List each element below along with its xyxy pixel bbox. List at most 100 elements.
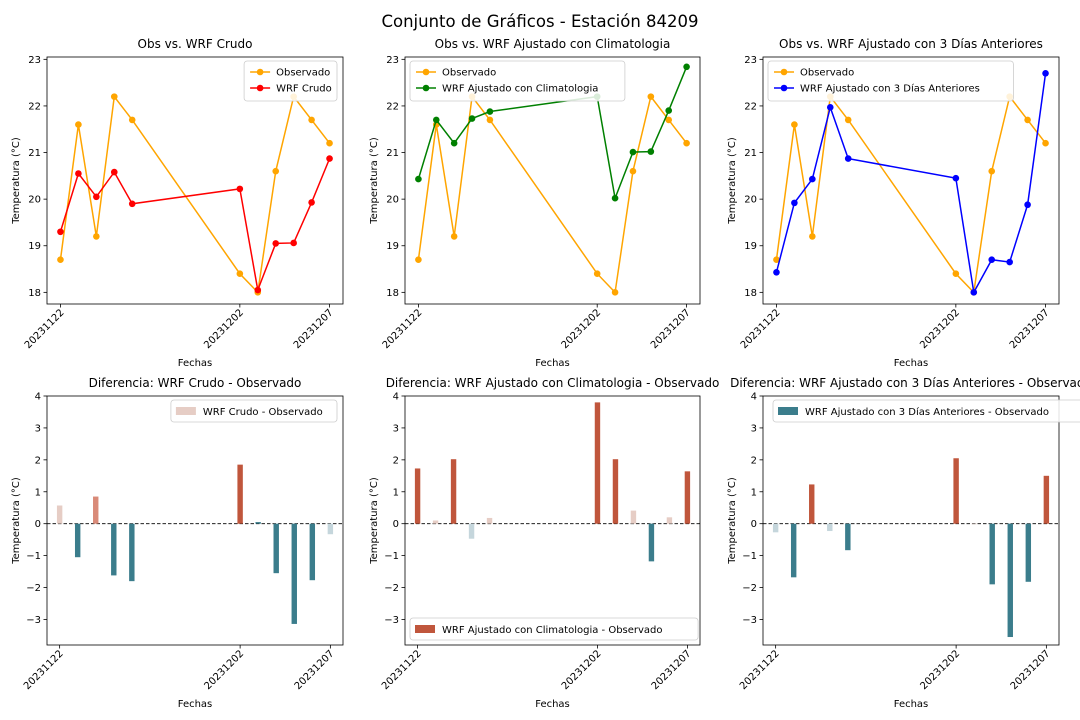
y-tick-label: 3 [35,423,41,434]
data-point [326,155,333,162]
y-tick-label: 22 [386,101,399,112]
data-point [236,185,244,193]
data-point [952,174,960,182]
y-tick-label: −2 [384,583,399,594]
data-point [683,139,690,147]
bar [291,523,297,624]
chart-title: Obs vs. WRF Ajustado con 3 Días Anterior… [779,37,1043,51]
y-tick-label: −3 [384,615,399,626]
data-point [272,240,280,247]
data-point [432,116,440,124]
data-point [75,121,82,128]
data-point [809,233,816,240]
bar [612,459,619,524]
bar [684,471,691,524]
data-point [665,107,673,114]
y-tick-label: 18 [744,288,757,299]
chart-title: Diferencia: WRF Crudo - Observado [89,376,302,390]
data-point [128,116,136,124]
bar [1043,475,1050,524]
legend-swatch [778,407,798,415]
bar [648,523,655,562]
legend-label: WRF Ajustado con 3 Días Anteriores [800,83,980,95]
bar [450,459,457,524]
bar [74,523,81,558]
y-tick-label: 2 [393,455,399,466]
bar [237,464,243,524]
data-point [665,116,673,124]
bar [486,517,493,524]
y-tick-label: 21 [386,148,399,159]
chart-6: Diferencia: WRF Ajustado con 3 Días Ante… [727,376,1080,710]
chart-4: Diferencia: WRF Crudo - Observado −3 −2 −1 0… [11,376,344,710]
y-tick-label: −1 [742,551,757,562]
data-point [468,115,476,122]
data-point [254,286,262,294]
y-tick-label: 20 [28,195,41,206]
bar [111,523,117,576]
y-axis-label: Temperatura (°C) [727,477,738,565]
data-point [93,193,100,201]
chart-3: Obs vs. WRF Ajustado con 3 Días Anterior… [727,37,1060,369]
data-point [486,108,494,115]
data-point [647,93,655,100]
y-tick-label: −1 [384,551,399,562]
x-axis-label: Fechas [894,699,929,710]
y-tick-label: 18 [28,288,41,299]
y-tick-label: 23 [28,55,41,66]
data-point [593,270,601,278]
y-tick-label: 23 [386,55,399,66]
plot-frame [762,395,1060,646]
bar [432,520,439,524]
chart-1: Obs vs. WRF Crudo 18 19 20 21 22 23 20231122 202… [11,37,344,369]
y-axis-label: Temperatura (°C) [369,477,380,565]
figure-title: Conjunto de Gráficos - Estación 84209 [381,12,698,31]
y-tick-label: −1 [26,551,41,562]
y-tick-label: −2 [26,583,41,594]
data-point [791,199,798,207]
data-point [1042,139,1049,147]
y-tick-label: 4 [35,392,41,403]
data-point [629,148,637,156]
plot-frame [762,56,1060,305]
y-axis-label: Temperatura (°C) [369,137,380,225]
y-axis-label: Temperatura (°C) [11,477,22,565]
legend: Observado WRF Crudo [243,60,338,102]
x-axis-label: Fechas [535,699,570,710]
x-tick-label: 20231207 [650,648,694,692]
data-point [415,256,422,264]
data-point [110,93,118,100]
x-tick-label: 20231207 [1009,648,1053,692]
legend: WRF Crudo - Observado [170,399,338,423]
data-point [308,116,315,124]
data-point [844,155,852,162]
legend-box [170,399,338,423]
x-tick-label: 20231202 [918,648,962,692]
data-point [57,228,64,236]
bar [971,523,977,525]
x-axis-label: Fechas [178,699,213,710]
x-tick-label: 20231202 [918,307,962,351]
x-tick-label: 20231202 [560,307,604,351]
bar [790,523,797,578]
legend: WRF Ajustado con Climatologia - Observad… [409,617,699,641]
y-tick-label: 0 [751,519,757,530]
plot-frame [46,56,344,305]
data-point [1024,116,1031,124]
y-tick-label: 3 [751,423,757,434]
bar [772,523,779,533]
data-point [57,256,64,264]
bar [414,468,421,524]
plot-frame [404,395,701,646]
x-tick-label: 20231122 [739,307,783,351]
data-point [75,170,82,177]
chart-title: Obs vs. WRF Crudo [138,37,253,51]
bar [309,523,316,581]
legend-label: WRF Ajustado con Climatologia [442,84,598,95]
x-tick-label: 20231122 [381,307,425,351]
bar [93,496,99,524]
legend-swatch-marker [780,84,788,92]
y-tick-label: 3 [393,423,399,434]
data-point [611,194,619,202]
